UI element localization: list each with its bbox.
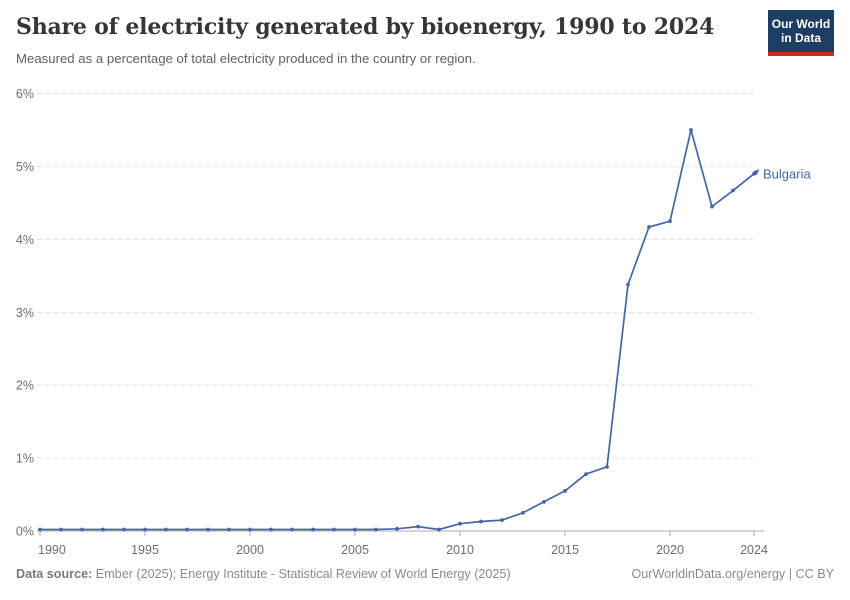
x-axis-labels: 1990 1995 2000 2005 2010 2015 2020 2024 bbox=[38, 543, 768, 557]
svg-text:2005: 2005 bbox=[341, 543, 369, 557]
owid-logo[interactable]: Our World in Data bbox=[768, 10, 834, 56]
data-line-bulgaria bbox=[39, 129, 755, 531]
chart-subtitle: Measured as a percentage of total electr… bbox=[16, 51, 476, 66]
chart-title: Share of electricity generated by bioene… bbox=[16, 14, 715, 40]
svg-text:6%: 6% bbox=[16, 87, 34, 101]
svg-text:3%: 3% bbox=[16, 306, 34, 320]
svg-text:1995: 1995 bbox=[131, 543, 159, 557]
entity-label-bulgaria: Bulgaria bbox=[763, 166, 811, 181]
y-gridlines bbox=[37, 93, 764, 532]
data-source-label: Data source: bbox=[16, 567, 93, 581]
svg-text:2024: 2024 bbox=[740, 543, 768, 557]
svg-text:2020: 2020 bbox=[656, 543, 684, 557]
x-axis-ticks bbox=[39, 531, 755, 536]
svg-text:2000: 2000 bbox=[236, 543, 264, 557]
y-axis-labels: 0% 1% 2% 3% 4% 5% 6% bbox=[16, 87, 34, 538]
data-source-note: Data source: Ember (2025); Energy Instit… bbox=[16, 567, 511, 581]
svg-text:2010: 2010 bbox=[446, 543, 474, 557]
svg-text:1%: 1% bbox=[16, 452, 34, 466]
data-source-text: Ember (2025); Energy Institute - Statist… bbox=[92, 567, 511, 581]
svg-text:1990: 1990 bbox=[38, 543, 66, 557]
chart-footer: Data source: Ember (2025); Energy Instit… bbox=[0, 567, 850, 581]
owid-logo-line2: in Data bbox=[780, 31, 821, 45]
svg-text:2015: 2015 bbox=[551, 543, 579, 557]
svg-text:4%: 4% bbox=[16, 233, 34, 247]
credit-link[interactable]: OurWorldinData.org/energy | CC BY bbox=[631, 567, 834, 581]
svg-text:5%: 5% bbox=[16, 160, 34, 174]
data-points bbox=[38, 128, 756, 532]
svg-text:2%: 2% bbox=[16, 379, 34, 393]
line-end-arrow bbox=[753, 169, 760, 176]
owid-logo-line1: Our World bbox=[771, 16, 831, 31]
svg-text:0%: 0% bbox=[16, 525, 34, 539]
